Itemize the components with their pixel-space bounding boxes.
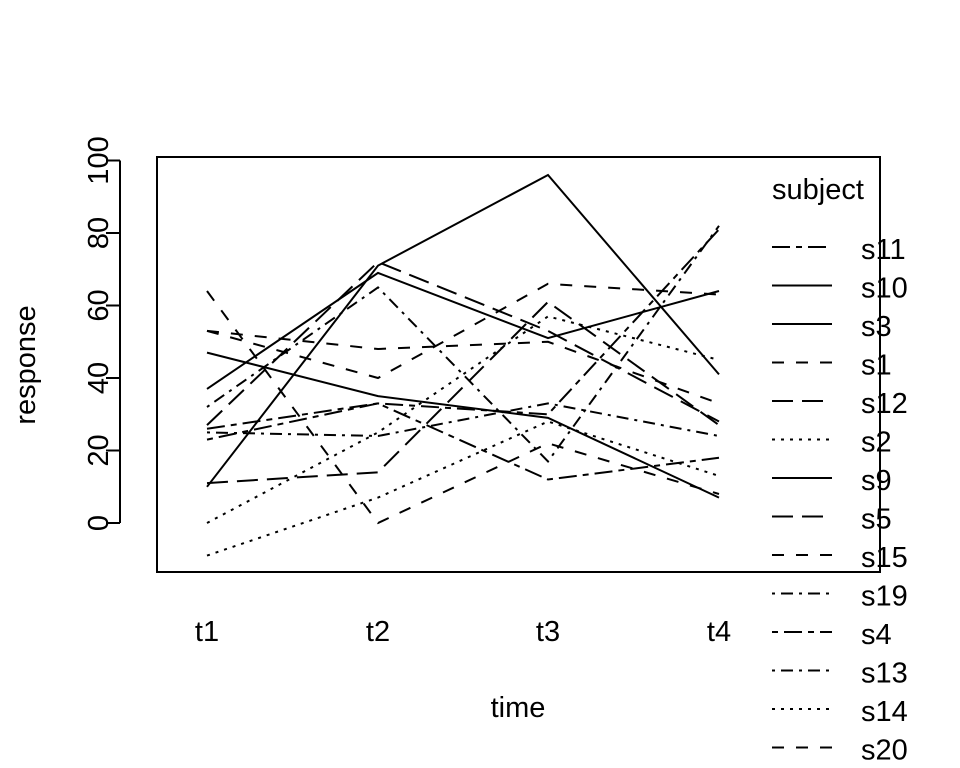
y-tick-label: 80 <box>83 217 115 249</box>
legend-title: subject <box>772 174 864 206</box>
y-tick-label: 100 <box>83 136 115 184</box>
legend-label: s19 <box>861 581 908 613</box>
legend-label: s2 <box>861 427 892 459</box>
series-line-s1 <box>206 329 720 405</box>
x-tick-label: t3 <box>536 616 560 648</box>
y-tick-label: 0 <box>83 515 115 531</box>
legend-label: s5 <box>861 504 892 536</box>
legend-label: s13 <box>861 658 908 690</box>
y-tick-label: 60 <box>83 289 115 321</box>
series-line-s19 <box>206 225 720 463</box>
x-tick-label: t4 <box>707 616 731 648</box>
legend-label: s20 <box>861 735 908 767</box>
legend-label: s3 <box>861 311 892 343</box>
y-axis-label: response <box>10 305 42 424</box>
x-tick-label: t1 <box>195 616 219 648</box>
x-tick-label: t2 <box>366 616 390 648</box>
series-line-s14 <box>206 420 720 557</box>
series-line-s9 <box>206 173 720 488</box>
y-axis: 0 20 40 60 80 100 <box>83 136 121 531</box>
series-line-s20 <box>206 282 720 380</box>
legend-label: s12 <box>861 388 908 420</box>
series-line-s2 <box>206 315 720 524</box>
series-line-s4 <box>206 402 720 481</box>
legend-label: s4 <box>861 619 892 651</box>
series-line-s12 <box>206 300 720 485</box>
plot-frame <box>156 156 881 573</box>
y-tick-label: 20 <box>83 434 115 466</box>
series-line-s15 <box>206 290 720 525</box>
x-axis: t1 t2 t3 t4 <box>195 616 731 648</box>
series-layer <box>206 173 720 557</box>
series-line-s11 <box>206 228 720 430</box>
legend-label: s11 <box>861 234 906 266</box>
series-line-s3 <box>206 271 720 390</box>
legend: subject s11 s10 s3 s1 s12 s2 s9 s5 s15 s19 s4 s13 s1… <box>772 174 908 767</box>
legend-label: s15 <box>861 542 908 574</box>
legend-label: s9 <box>861 465 892 497</box>
legend-label: s10 <box>861 273 908 305</box>
series-line-s5 <box>206 260 720 426</box>
y-tick-label: 40 <box>83 362 115 394</box>
series-line-s13 <box>206 402 720 438</box>
legend-label: s1 <box>861 350 892 382</box>
series-line-s10 <box>206 351 720 499</box>
legend-label: s14 <box>861 696 908 728</box>
x-axis-label: time <box>491 692 546 724</box>
